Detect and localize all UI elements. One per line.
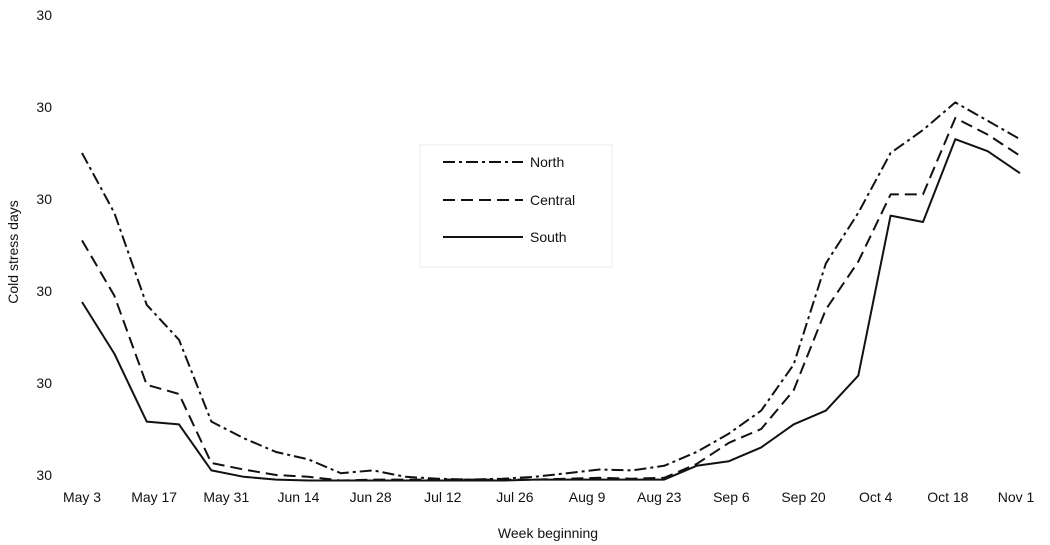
x-tick-label: Aug 23 (637, 489, 682, 505)
series-lines (81, 101, 1021, 482)
x-tick-label: May 17 (131, 489, 177, 505)
x-tick-label: Sep 20 (781, 489, 826, 505)
x-tick-label: Oct 18 (927, 489, 968, 505)
x-tick-label: May 31 (203, 489, 249, 505)
y-axis-title: Cold stress days (5, 200, 21, 303)
x-tick-label: Jul 26 (496, 489, 534, 505)
legend-label-south: South (530, 229, 567, 245)
y-tick-label: 30 (36, 99, 52, 115)
x-tick-label: Jun 14 (277, 489, 319, 505)
legend-label-central: Central (530, 192, 575, 208)
y-tick-label: 30 (36, 283, 52, 299)
y-tick-label: 30 (36, 191, 52, 207)
y-tick-label: 30 (36, 467, 52, 483)
series-line-central (81, 117, 1021, 482)
y-axis-ticks: 30 30 30 30 30 30 (36, 7, 52, 483)
legend-box (419, 144, 613, 268)
y-tick-label: 30 (36, 375, 52, 391)
x-axis-ticks: May 3 May 17 May 31 Jun 14 Jun 28 Jul 12 Jul 2… (63, 489, 1035, 505)
series-line-north (81, 101, 1021, 481)
legend: North Central South (419, 144, 613, 268)
legend-label-north: North (530, 154, 564, 170)
x-tick-label: Aug 9 (569, 489, 606, 505)
x-axis-title: Week beginning (498, 525, 598, 541)
series-line-south (81, 138, 1021, 482)
x-tick-label: Jul 12 (424, 489, 462, 505)
x-tick-label: Oct 4 (859, 489, 893, 505)
x-tick-label: Jun 28 (350, 489, 392, 505)
x-tick-label: Sep 6 (713, 489, 750, 505)
x-tick-label: Nov 1 (998, 489, 1035, 505)
y-tick-label: 30 (36, 7, 52, 23)
x-tick-label: May 3 (63, 489, 101, 505)
